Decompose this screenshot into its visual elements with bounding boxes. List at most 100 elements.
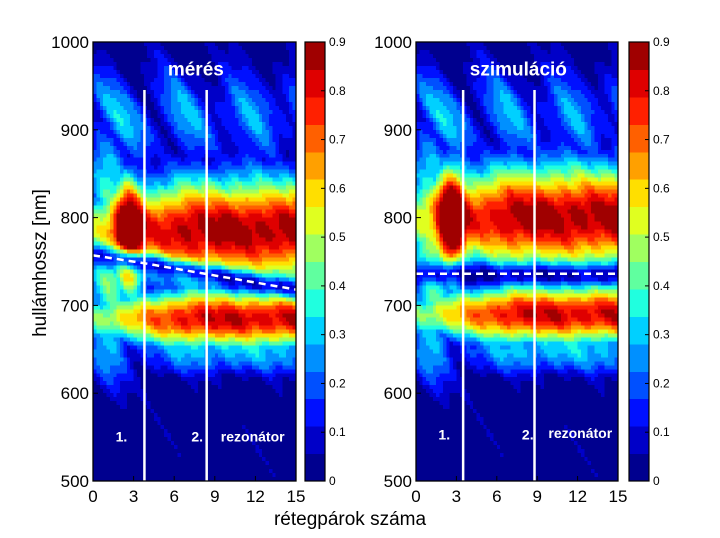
heatmap-cell — [218, 241, 223, 247]
heatmap-cell — [140, 217, 145, 223]
heatmap-cell — [224, 93, 229, 99]
heatmap-cell — [208, 169, 213, 175]
heatmap-cell — [164, 425, 169, 430]
heatmap-cell — [214, 397, 219, 402]
heatmap-cell — [167, 305, 172, 310]
heatmap-cell — [228, 161, 233, 167]
heatmap-cell — [221, 149, 226, 155]
heatmap-cell — [191, 77, 196, 83]
heatmap-cell — [218, 97, 223, 103]
heatmap-cell — [103, 337, 108, 342]
heatmap-cell — [191, 113, 196, 119]
heatmap-cell — [235, 57, 240, 63]
heatmap-cell — [113, 449, 118, 454]
heatmap-cell — [164, 437, 169, 442]
heatmap-cell — [204, 81, 209, 87]
heatmap-cell — [194, 57, 199, 63]
heatmap-cell — [208, 237, 213, 243]
heatmap-cell — [160, 409, 165, 414]
heatmap-cell — [120, 477, 125, 482]
heatmap-cell — [113, 77, 118, 83]
heatmap-cell — [177, 237, 182, 243]
heatmap-cell — [150, 93, 155, 99]
heatmap-cell — [143, 89, 148, 95]
heatmap-cell — [208, 337, 213, 342]
heatmap-cell — [184, 153, 189, 159]
heatmap-cell — [187, 469, 192, 474]
heatmap-cell — [197, 345, 202, 350]
heatmap-cell — [174, 89, 179, 95]
heatmap-cell — [157, 329, 162, 334]
heatmap-cell — [113, 265, 118, 271]
heatmap-cell — [214, 305, 219, 310]
heatmap-cell — [174, 341, 179, 346]
heatmap-cell — [174, 269, 179, 275]
heatmap-cell — [221, 165, 226, 171]
heatmap-cell — [174, 161, 179, 167]
heatmap-cell — [235, 357, 240, 362]
heatmap-cell — [160, 257, 165, 263]
heatmap-cell — [231, 457, 236, 462]
heatmap-cell — [160, 453, 165, 458]
heatmap-cell — [194, 121, 199, 127]
heatmap-cell — [167, 261, 172, 267]
heatmap-cell — [116, 469, 121, 474]
heatmap-cell — [164, 293, 169, 299]
heatmap-cell — [177, 329, 182, 334]
heatmap-cell — [187, 413, 192, 418]
heatmap-cell — [164, 221, 169, 227]
heatmap-cell — [157, 173, 162, 179]
heatmap-cell — [180, 221, 185, 227]
heatmap-cell — [160, 317, 165, 322]
heatmap-cell — [160, 221, 165, 227]
heatmap-cell — [160, 81, 165, 87]
heatmap-cell — [153, 249, 158, 255]
heatmap-cell — [191, 149, 196, 155]
heatmap-cell — [174, 325, 179, 330]
heatmap-cell — [235, 309, 240, 314]
heatmap-cell — [153, 445, 158, 450]
heatmap-cell — [218, 113, 223, 119]
heatmap-cell — [231, 437, 236, 442]
heatmap-cell — [170, 61, 175, 67]
heatmap-cell — [116, 53, 121, 59]
heatmap-cell — [106, 433, 111, 438]
heatmap-cell — [120, 181, 125, 187]
heatmap-cell — [231, 53, 236, 59]
heatmap-cell — [123, 117, 128, 123]
heatmap-cell — [170, 461, 175, 466]
heatmap-cell — [245, 69, 250, 75]
heatmap-cell — [174, 285, 179, 291]
heatmap-cell — [120, 373, 125, 378]
heatmap-cell — [201, 385, 206, 390]
heatmap-cell — [201, 441, 206, 446]
heatmap-cell — [150, 205, 155, 211]
heatmap-cell — [201, 189, 206, 195]
heatmap-cell — [123, 285, 128, 291]
heatmap-cell — [136, 321, 141, 326]
heatmap-cell — [187, 265, 192, 271]
heatmap-cell — [150, 217, 155, 223]
heatmap-cell — [231, 273, 236, 279]
heatmap-cell — [123, 313, 128, 318]
heatmap-cell — [167, 73, 172, 79]
heatmap-cell — [153, 73, 158, 79]
heatmap-cell — [150, 357, 155, 362]
heatmap-cell — [147, 465, 152, 470]
heatmap-cell — [167, 385, 172, 390]
heatmap-cell — [106, 245, 111, 251]
heatmap-cell — [164, 193, 169, 199]
heatmap-cell — [177, 97, 182, 103]
heatmap-cell — [93, 149, 97, 155]
heatmap-cell — [221, 313, 226, 318]
heatmap-cell — [187, 121, 192, 127]
heatmap-cell — [103, 177, 108, 183]
heatmap-cell — [136, 401, 141, 406]
heatmap-cell — [177, 81, 182, 87]
heatmap-cell — [180, 281, 185, 287]
heatmap-cell — [93, 197, 97, 203]
heatmap-cell — [120, 445, 125, 450]
heatmap-cell — [103, 477, 108, 482]
heatmap-cell — [133, 437, 138, 442]
heatmap-cell — [184, 149, 189, 155]
